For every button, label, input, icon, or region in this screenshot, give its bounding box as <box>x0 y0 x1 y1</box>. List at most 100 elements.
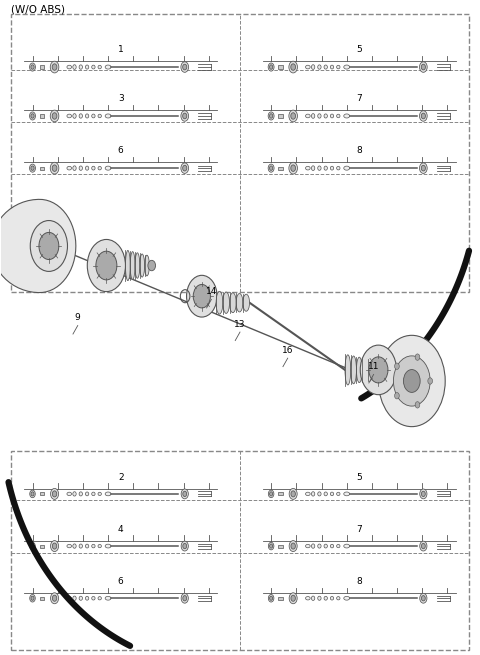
Circle shape <box>289 489 297 499</box>
Circle shape <box>50 489 59 499</box>
Ellipse shape <box>105 544 111 548</box>
Ellipse shape <box>324 166 327 170</box>
Circle shape <box>404 369 420 392</box>
Ellipse shape <box>344 596 349 600</box>
Circle shape <box>52 543 57 549</box>
Ellipse shape <box>92 597 95 600</box>
Ellipse shape <box>125 250 130 280</box>
Ellipse shape <box>336 544 340 548</box>
Ellipse shape <box>351 356 357 384</box>
Circle shape <box>30 112 36 120</box>
Circle shape <box>50 540 59 552</box>
Circle shape <box>50 162 59 174</box>
Ellipse shape <box>105 492 111 496</box>
Ellipse shape <box>362 358 368 381</box>
Circle shape <box>52 64 57 70</box>
Ellipse shape <box>324 596 327 600</box>
Bar <box>278 115 283 118</box>
Text: 5: 5 <box>357 473 362 482</box>
Ellipse shape <box>105 114 111 118</box>
Ellipse shape <box>318 65 321 69</box>
Ellipse shape <box>73 65 76 69</box>
Circle shape <box>291 595 295 601</box>
Ellipse shape <box>98 493 101 496</box>
Ellipse shape <box>67 66 72 69</box>
Ellipse shape <box>79 544 83 548</box>
Circle shape <box>291 491 295 497</box>
Circle shape <box>421 165 425 171</box>
Ellipse shape <box>324 114 327 118</box>
Ellipse shape <box>67 492 72 496</box>
Circle shape <box>395 392 399 399</box>
Circle shape <box>395 363 399 369</box>
Ellipse shape <box>306 544 310 548</box>
Ellipse shape <box>92 544 95 548</box>
Ellipse shape <box>312 166 315 170</box>
Ellipse shape <box>85 166 89 170</box>
Text: 8: 8 <box>357 146 362 155</box>
Circle shape <box>30 490 35 498</box>
Ellipse shape <box>73 166 76 170</box>
Circle shape <box>268 490 274 498</box>
Circle shape <box>420 62 427 72</box>
Circle shape <box>52 595 57 601</box>
Text: 5: 5 <box>357 45 362 54</box>
Circle shape <box>268 164 274 172</box>
Ellipse shape <box>336 166 340 170</box>
Ellipse shape <box>330 544 334 548</box>
Circle shape <box>39 233 59 259</box>
Circle shape <box>181 593 188 603</box>
Circle shape <box>52 113 57 119</box>
Text: 14: 14 <box>205 287 217 296</box>
Circle shape <box>289 162 298 174</box>
Ellipse shape <box>336 114 340 118</box>
Circle shape <box>421 64 425 70</box>
Ellipse shape <box>92 166 95 170</box>
Circle shape <box>52 165 57 172</box>
Ellipse shape <box>306 114 310 118</box>
Ellipse shape <box>98 166 101 170</box>
Ellipse shape <box>312 544 315 548</box>
Circle shape <box>30 63 36 71</box>
Ellipse shape <box>236 293 243 312</box>
Ellipse shape <box>336 597 340 600</box>
Bar <box>40 115 44 118</box>
Circle shape <box>183 595 187 601</box>
Circle shape <box>52 491 57 497</box>
Bar <box>278 544 283 548</box>
Ellipse shape <box>79 166 83 170</box>
Circle shape <box>31 114 34 118</box>
Circle shape <box>289 593 297 604</box>
Circle shape <box>50 593 59 604</box>
Ellipse shape <box>306 597 310 600</box>
Circle shape <box>31 544 34 548</box>
Circle shape <box>420 541 427 551</box>
Circle shape <box>181 541 188 551</box>
Circle shape <box>420 163 427 174</box>
Ellipse shape <box>92 492 95 496</box>
Circle shape <box>181 489 188 499</box>
Text: 6: 6 <box>118 577 123 586</box>
Text: (W/O ABS): (W/O ABS) <box>11 5 65 14</box>
Ellipse shape <box>330 114 334 118</box>
Circle shape <box>31 492 34 496</box>
Circle shape <box>270 492 273 496</box>
Circle shape <box>50 61 59 73</box>
Circle shape <box>428 378 432 384</box>
Ellipse shape <box>130 252 135 280</box>
Text: 3: 3 <box>118 94 123 103</box>
Ellipse shape <box>344 65 349 69</box>
Ellipse shape <box>312 596 315 601</box>
Ellipse shape <box>344 544 349 548</box>
Ellipse shape <box>98 597 101 600</box>
Circle shape <box>291 113 296 119</box>
Circle shape <box>183 165 187 171</box>
Text: 13: 13 <box>234 320 246 329</box>
Ellipse shape <box>324 544 327 548</box>
Circle shape <box>289 110 298 122</box>
Ellipse shape <box>79 114 83 118</box>
Ellipse shape <box>216 291 223 314</box>
Ellipse shape <box>67 597 72 600</box>
Ellipse shape <box>85 492 89 496</box>
Ellipse shape <box>67 166 72 170</box>
